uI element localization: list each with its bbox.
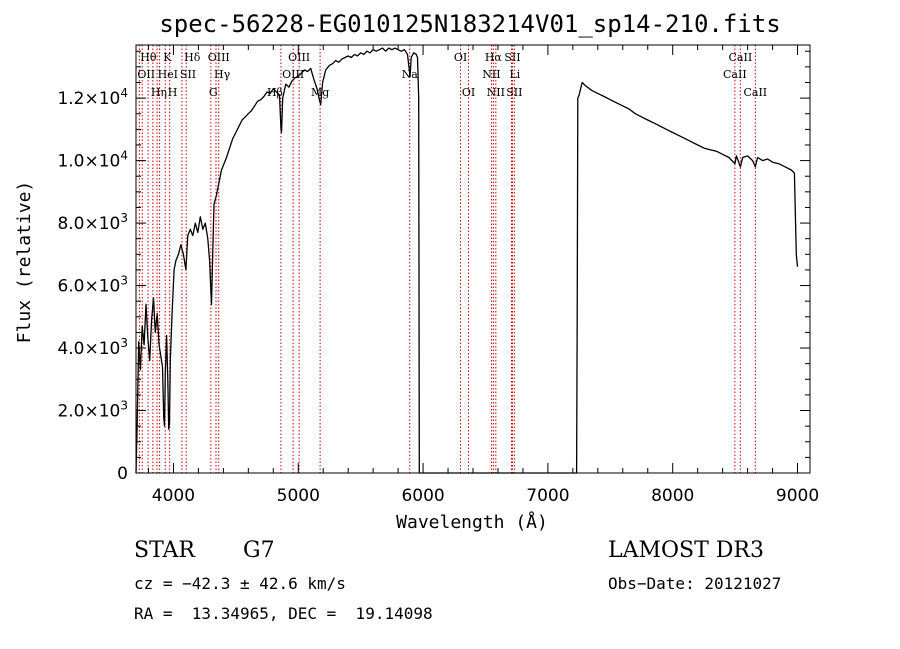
x-tick-label-4: 8000 — [651, 486, 694, 506]
line-marker-label-21: Hα — [485, 51, 503, 64]
line-marker-label-16: Mg — [311, 86, 329, 99]
line-marker-label-6: K — [163, 51, 172, 64]
line-marker-label-1: Hθ — [140, 51, 157, 64]
x-axis: 4000 5000 6000 7000 8000 9000 — [147, 45, 819, 506]
redshift-readout: cz = −42.3 ± 42.6 km/s — [134, 574, 346, 593]
line-marker-label-25: SII — [506, 86, 522, 99]
line-marker-label-20: NII — [482, 68, 500, 81]
plot-frame — [135, 44, 811, 474]
survey-name: LAMOST DR3 — [608, 538, 764, 563]
line-marker-label-9: Hδ — [184, 51, 201, 64]
line-marker-label-15: OIII — [288, 51, 310, 64]
obs-date: Obs−Date: 20121027 — [608, 574, 782, 593]
line-marker-label-23: Li — [509, 68, 520, 81]
line-marker-label-18: OI — [454, 51, 467, 64]
x-axis-label: Wavelength (Å) — [396, 511, 548, 533]
y-tick-label-2: 4.0×103 — [57, 336, 128, 359]
line-marker-label-22: NII — [487, 86, 505, 99]
x-tick-label-0: 4000 — [152, 486, 195, 506]
line-marker-label-10: G — [209, 86, 218, 99]
x-tick-label-3: 7000 — [526, 486, 569, 506]
x-tick-label-5: 9000 — [776, 486, 819, 506]
line-marker-label-12: OIII — [208, 51, 230, 64]
y-axis: 0 2.0×103 4.0×103 6.0×103 8.0×103 1.0×104 1.2×… — [57, 50, 810, 484]
line-marker-label-0: OII — [137, 68, 155, 81]
y-tick-label-4: 8.0×103 — [57, 211, 128, 234]
line-marker-label-26: CaII — [723, 68, 747, 81]
spectral-line-labels: OIIHθHηHeIKHSIIHδGHγOIIIHβOIIIOIIIMgNaOI… — [137, 51, 767, 99]
line-marker-label-3: Hη — [151, 86, 167, 99]
object-class: STAR — [134, 538, 195, 563]
line-marker-label-14: OIII — [282, 68, 304, 81]
line-marker-label-7: H — [168, 86, 178, 99]
y-tick-label-1: 2.0×103 — [57, 399, 128, 422]
line-marker-label-19: OI — [462, 86, 475, 99]
y-tick-label-3: 6.0×103 — [57, 274, 128, 297]
y-tick-label-5: 1.0×104 — [57, 149, 128, 172]
series-line-flux — [135, 47, 799, 474]
y-tick-label-6: 1.2×104 — [57, 86, 128, 109]
y-tick-label-0: 0 — [117, 464, 128, 484]
object-subclass: G7 — [243, 538, 275, 563]
spectral-line-markers — [138, 45, 756, 473]
series-layer — [135, 47, 799, 474]
line-marker-label-11: Hγ — [214, 68, 231, 81]
line-marker-label-5: HeI — [158, 68, 178, 81]
chart-title: spec-56228-EG010125N183214V01_sp14-210.f… — [159, 10, 780, 38]
y-axis-label: Flux (relative) — [14, 181, 35, 344]
x-tick-label-1: 5000 — [277, 486, 320, 506]
line-marker-label-28: CaII — [743, 86, 767, 99]
line-marker-label-24: SII — [504, 51, 520, 64]
line-marker-label-8: SII — [180, 68, 196, 81]
line-marker-label-27: CaII — [729, 51, 753, 64]
coordinates: RA = 13.34965, DEC = 19.14098 — [134, 604, 433, 623]
x-tick-label-2: 6000 — [401, 486, 444, 506]
